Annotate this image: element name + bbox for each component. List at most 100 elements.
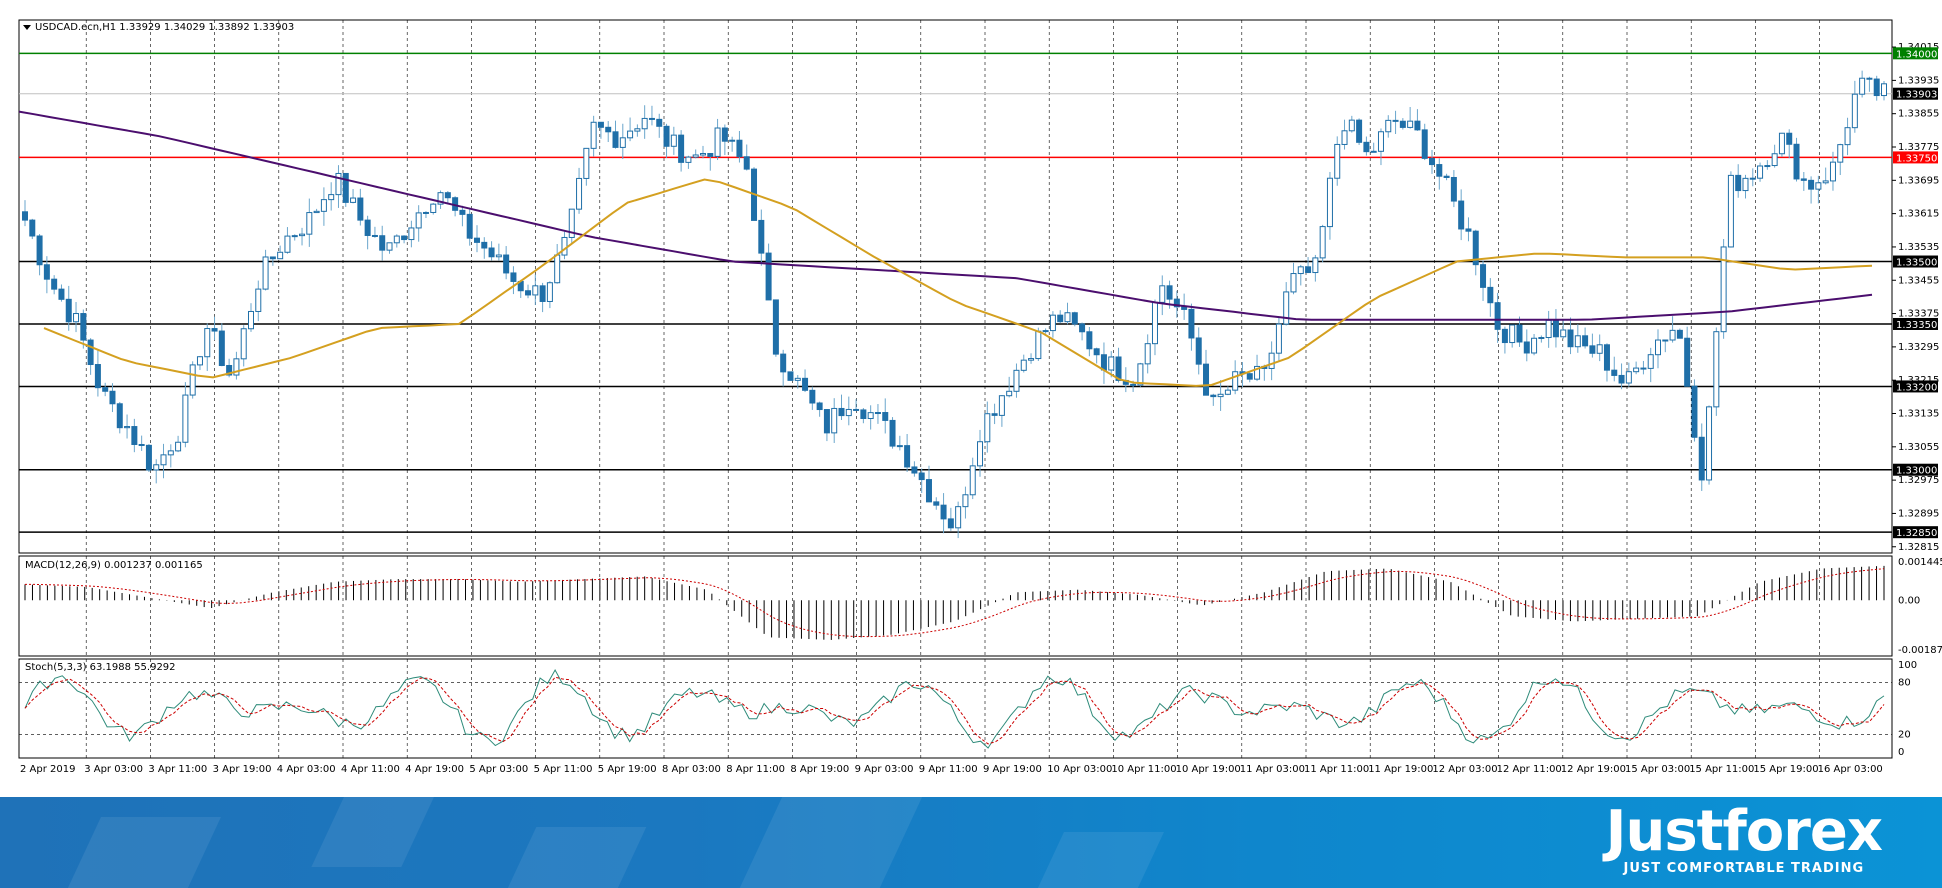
candle-body (495, 254, 502, 258)
candle-body (189, 364, 196, 396)
candle-body (1173, 298, 1180, 308)
macd-signal-line (25, 568, 1885, 638)
candle-body (1698, 436, 1705, 481)
price-level-label: 1.33200 (1896, 382, 1937, 393)
candle-body (1443, 175, 1450, 178)
candle-body (590, 121, 597, 149)
candle-body (1305, 266, 1312, 274)
candle-body (1640, 367, 1647, 370)
candle-body (933, 501, 940, 506)
candle-body (175, 441, 182, 452)
candle-body (430, 203, 437, 213)
candle-body (335, 172, 342, 196)
candle-body (1093, 348, 1100, 356)
candle-body (1049, 314, 1056, 332)
candle-body (656, 118, 663, 127)
x-tick-label: 11 Apr 03:00 (1240, 764, 1305, 775)
candle-body (1290, 273, 1297, 293)
candle-body (109, 390, 116, 405)
macd-y-tick-label: 0.00 (1898, 595, 1920, 606)
candle-body (1873, 78, 1880, 97)
candle-body (1567, 329, 1574, 348)
candle-body (867, 412, 874, 419)
candle-body (882, 412, 889, 421)
price-level-label: 1.33750 (1896, 153, 1937, 164)
y-tick-label: 1.33055 (1898, 442, 1939, 453)
candle-body (124, 426, 131, 429)
macd-y-tick-label: -0.001879 (1898, 645, 1942, 656)
candle-body (539, 285, 546, 302)
candle-body (1188, 308, 1195, 339)
candle-body (277, 251, 284, 260)
candle-body (29, 219, 36, 237)
stoch-y-tick-label: 80 (1898, 677, 1911, 688)
candle-body (1786, 132, 1793, 145)
candle-body (379, 235, 386, 251)
x-tick-label: 4 Apr 03:00 (277, 764, 336, 775)
candle-body (838, 407, 845, 417)
candle-body (962, 494, 969, 508)
candle-body (794, 377, 801, 381)
candle-body (1108, 356, 1115, 371)
candle-body (1057, 314, 1064, 323)
candle-body (1254, 365, 1261, 380)
candle-body (1487, 286, 1494, 304)
stoch-y-tick-label: 20 (1898, 730, 1911, 741)
candle-body (721, 127, 728, 142)
trading-chart: USDCAD.ecn,H1 1.33929 1.34029 1.33892 1.… (18, 19, 1942, 775)
chart-menu-triangle-icon[interactable] (23, 25, 31, 30)
candle-body (1421, 129, 1428, 159)
candle-body (1363, 141, 1370, 153)
candle-body (714, 127, 721, 157)
candle-body (1589, 345, 1596, 354)
candle-body (525, 290, 532, 296)
price-level-label-bg (1893, 151, 1938, 164)
candle-body (1480, 264, 1487, 288)
x-tick-label: 11 Apr 11:00 (1304, 764, 1369, 775)
candle-body (1618, 374, 1625, 384)
candle-body (1822, 180, 1829, 184)
candle-body (1757, 165, 1764, 179)
candle-body (138, 443, 145, 446)
x-tick-label: 15 Apr 03:00 (1625, 764, 1690, 775)
candle-body (802, 377, 809, 391)
x-tick-label: 12 Apr 19:00 (1561, 764, 1626, 775)
x-tick-label: 10 Apr 19:00 (1176, 764, 1241, 775)
candle-body (36, 235, 43, 266)
candle-body (320, 199, 327, 212)
y-tick-label: 1.33535 (1898, 242, 1939, 253)
candle-body (663, 125, 670, 147)
candle-body (1414, 120, 1421, 131)
price-level-label: 1.33903 (1896, 90, 1937, 101)
candle-body (977, 441, 984, 467)
candle-body (1137, 363, 1144, 386)
brand-logo[interactable]: Justforex JUST COMFORTABLE TRADING (1606, 803, 1883, 877)
x-tick-label: 4 Apr 11:00 (341, 764, 400, 775)
candle-body (145, 444, 152, 471)
candle-body (1829, 161, 1836, 182)
price-level-label: 1.33350 (1896, 320, 1937, 331)
moving-average-line (18, 110, 1873, 321)
candle-body (393, 235, 400, 244)
candle-body (1859, 77, 1866, 95)
candle-body (561, 236, 568, 256)
candle-body (1509, 324, 1516, 344)
price-level-label: 1.33000 (1896, 466, 1937, 477)
price-level-label-bg (1893, 255, 1938, 268)
candle-body (1545, 319, 1552, 339)
x-tick-label: 3 Apr 19:00 (213, 764, 272, 775)
candle-body (116, 403, 123, 429)
price-level-label: 1.33500 (1896, 258, 1937, 269)
y-tick-label: 1.32895 (1898, 508, 1939, 519)
candle-body (1429, 157, 1436, 166)
candle-body (554, 254, 561, 284)
candle-body (313, 210, 320, 214)
candle-body (1727, 174, 1734, 248)
candle-body (1399, 120, 1406, 128)
candle-body (816, 402, 823, 411)
candle-body (328, 194, 335, 201)
candle-body (729, 139, 736, 142)
x-tick-label: 10 Apr 11:00 (1111, 764, 1176, 775)
price-level-label: 1.34000 (1896, 49, 1937, 60)
candle-body (291, 235, 298, 238)
